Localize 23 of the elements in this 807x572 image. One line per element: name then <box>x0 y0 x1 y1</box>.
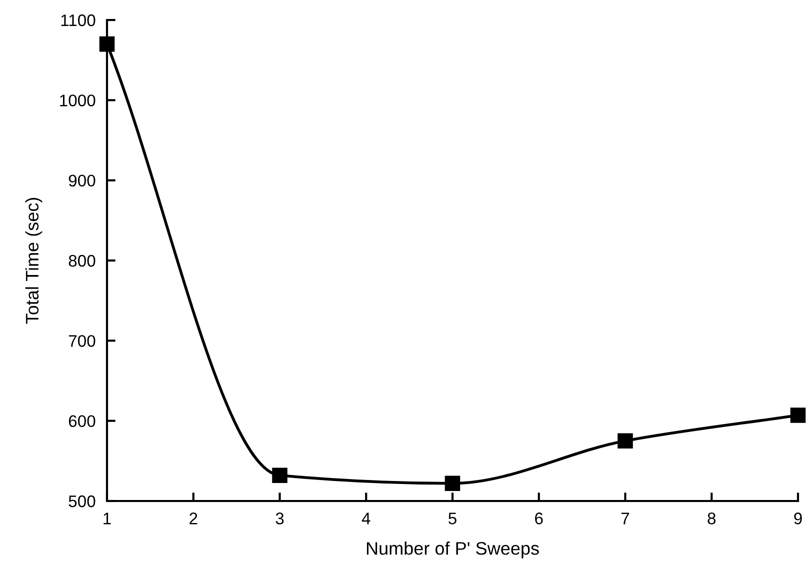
point <box>99 36 115 52</box>
point <box>618 433 633 449</box>
y-tick-label: 800 <box>68 254 96 267</box>
x-tick-label: 5 <box>448 512 456 524</box>
point <box>272 468 288 483</box>
y-tick-label: 1000 <box>60 94 96 106</box>
y-tick-label: 1100 <box>61 14 96 26</box>
x-axis-title: Number of P' Sweeps <box>366 542 539 558</box>
x-tick-label: 6 <box>535 512 543 524</box>
x-tick-label: 2 <box>190 512 198 524</box>
y-tick-label: 500 <box>68 495 96 508</box>
x-tick-label: 7 <box>621 512 630 524</box>
x-tick-label: 9 <box>794 512 802 524</box>
y-axis-title: Total Time (sec) <box>25 198 42 324</box>
y-tick-label: 700 <box>68 335 96 347</box>
y-tick-label: 600 <box>68 415 96 428</box>
x-tick-label: 4 <box>362 512 370 524</box>
x-tick-label: 3 <box>276 512 284 524</box>
point <box>790 408 806 423</box>
x-tick-label: 8 <box>708 512 716 524</box>
point <box>444 476 460 492</box>
x-tick-label: 1 <box>104 512 111 524</box>
y-tick-label: 900 <box>68 174 96 187</box>
